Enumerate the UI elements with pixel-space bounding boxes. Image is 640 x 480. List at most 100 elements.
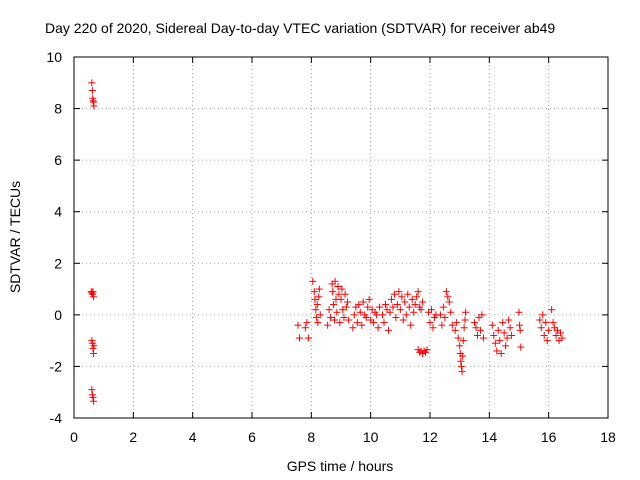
plot-frame [73, 56, 609, 419]
chart-title: Day 220 of 2020, Sidereal Day-to-day VTE… [45, 20, 555, 36]
data-point [472, 324, 480, 332]
data-point [427, 306, 435, 314]
data-point [459, 337, 467, 345]
y-tick-label: 8 [54, 101, 62, 117]
data-point [447, 308, 455, 316]
data-point [312, 306, 320, 314]
data-point [335, 290, 343, 298]
data-point [493, 347, 501, 355]
data-point [453, 319, 461, 327]
data-point [390, 290, 398, 298]
data-point [407, 321, 415, 329]
data-point [314, 319, 322, 327]
data-point [88, 386, 96, 394]
data-point [552, 331, 560, 339]
data-point [88, 87, 96, 95]
data-point [380, 319, 388, 327]
data-point [334, 282, 342, 290]
data-point [451, 326, 459, 334]
data-point [89, 393, 97, 401]
data-point [313, 301, 321, 309]
data-point [309, 277, 317, 285]
data-point [327, 313, 335, 321]
data-point [401, 298, 409, 306]
data-point [491, 339, 499, 347]
data-point [336, 319, 344, 327]
data-point [304, 334, 312, 342]
data-point [315, 293, 323, 301]
data-point [359, 298, 367, 306]
data-point [478, 311, 486, 319]
data-point [396, 306, 404, 314]
data-point [506, 324, 514, 332]
data-point [365, 295, 373, 303]
x-tick-label: 10 [363, 429, 379, 445]
x-tick-label: 18 [600, 429, 616, 445]
y-axis-label: SDTVAR / TECUs [7, 181, 23, 293]
x-tick-label: 4 [189, 429, 197, 445]
data-point [405, 303, 413, 311]
data-point [471, 319, 478, 327]
data-point [549, 319, 557, 327]
y-tick-label: -2 [50, 358, 63, 374]
data-point [399, 316, 407, 324]
y-tick-label: 4 [54, 204, 62, 220]
data-point [457, 362, 465, 370]
data-point [500, 329, 508, 337]
data-point [311, 295, 319, 303]
data-point [408, 295, 416, 303]
data-point [557, 329, 565, 337]
data-point [337, 295, 345, 303]
data-point [373, 311, 381, 319]
data-point [330, 301, 338, 309]
data-point [459, 352, 467, 360]
data-point [358, 321, 366, 329]
data-point [384, 326, 392, 334]
data-point [445, 298, 453, 306]
data-point [88, 79, 96, 87]
data-point [355, 301, 363, 309]
data-point [536, 316, 544, 324]
data-point [542, 319, 550, 327]
data-point [393, 301, 401, 309]
data-point [411, 301, 419, 309]
data-point [382, 301, 389, 309]
data-point [339, 306, 347, 314]
y-tick-label: 2 [54, 255, 62, 271]
data-point [502, 342, 510, 350]
data-point [545, 326, 553, 334]
x-tick-label: 16 [541, 429, 557, 445]
data-point [395, 288, 403, 296]
x-tick-label: 0 [70, 429, 78, 445]
data-point [476, 326, 484, 334]
data-point [88, 289, 96, 297]
data-point [490, 331, 498, 339]
data-point [429, 324, 437, 332]
data-point [539, 311, 547, 319]
data-point [331, 277, 339, 285]
data-point [90, 342, 98, 350]
data-point [379, 311, 387, 319]
data-point [436, 311, 444, 319]
data-point [338, 285, 346, 293]
data-point [496, 337, 504, 345]
y-tick-label: 0 [54, 307, 62, 323]
y-tick-label: -4 [50, 410, 63, 426]
data-point [497, 350, 505, 358]
data-point [505, 316, 513, 324]
data-point [374, 324, 382, 332]
data-point [310, 288, 318, 296]
data-point [457, 357, 465, 365]
data-point [516, 321, 524, 329]
data-point [341, 290, 349, 298]
data-point [517, 343, 525, 351]
data-point [344, 298, 352, 306]
data-point [458, 368, 466, 376]
data-point [90, 397, 98, 405]
data-point [90, 350, 98, 358]
data-point [89, 288, 97, 296]
data-point [515, 308, 523, 316]
data-point [333, 308, 341, 316]
data-point [488, 321, 496, 329]
point-layer [87, 79, 566, 405]
